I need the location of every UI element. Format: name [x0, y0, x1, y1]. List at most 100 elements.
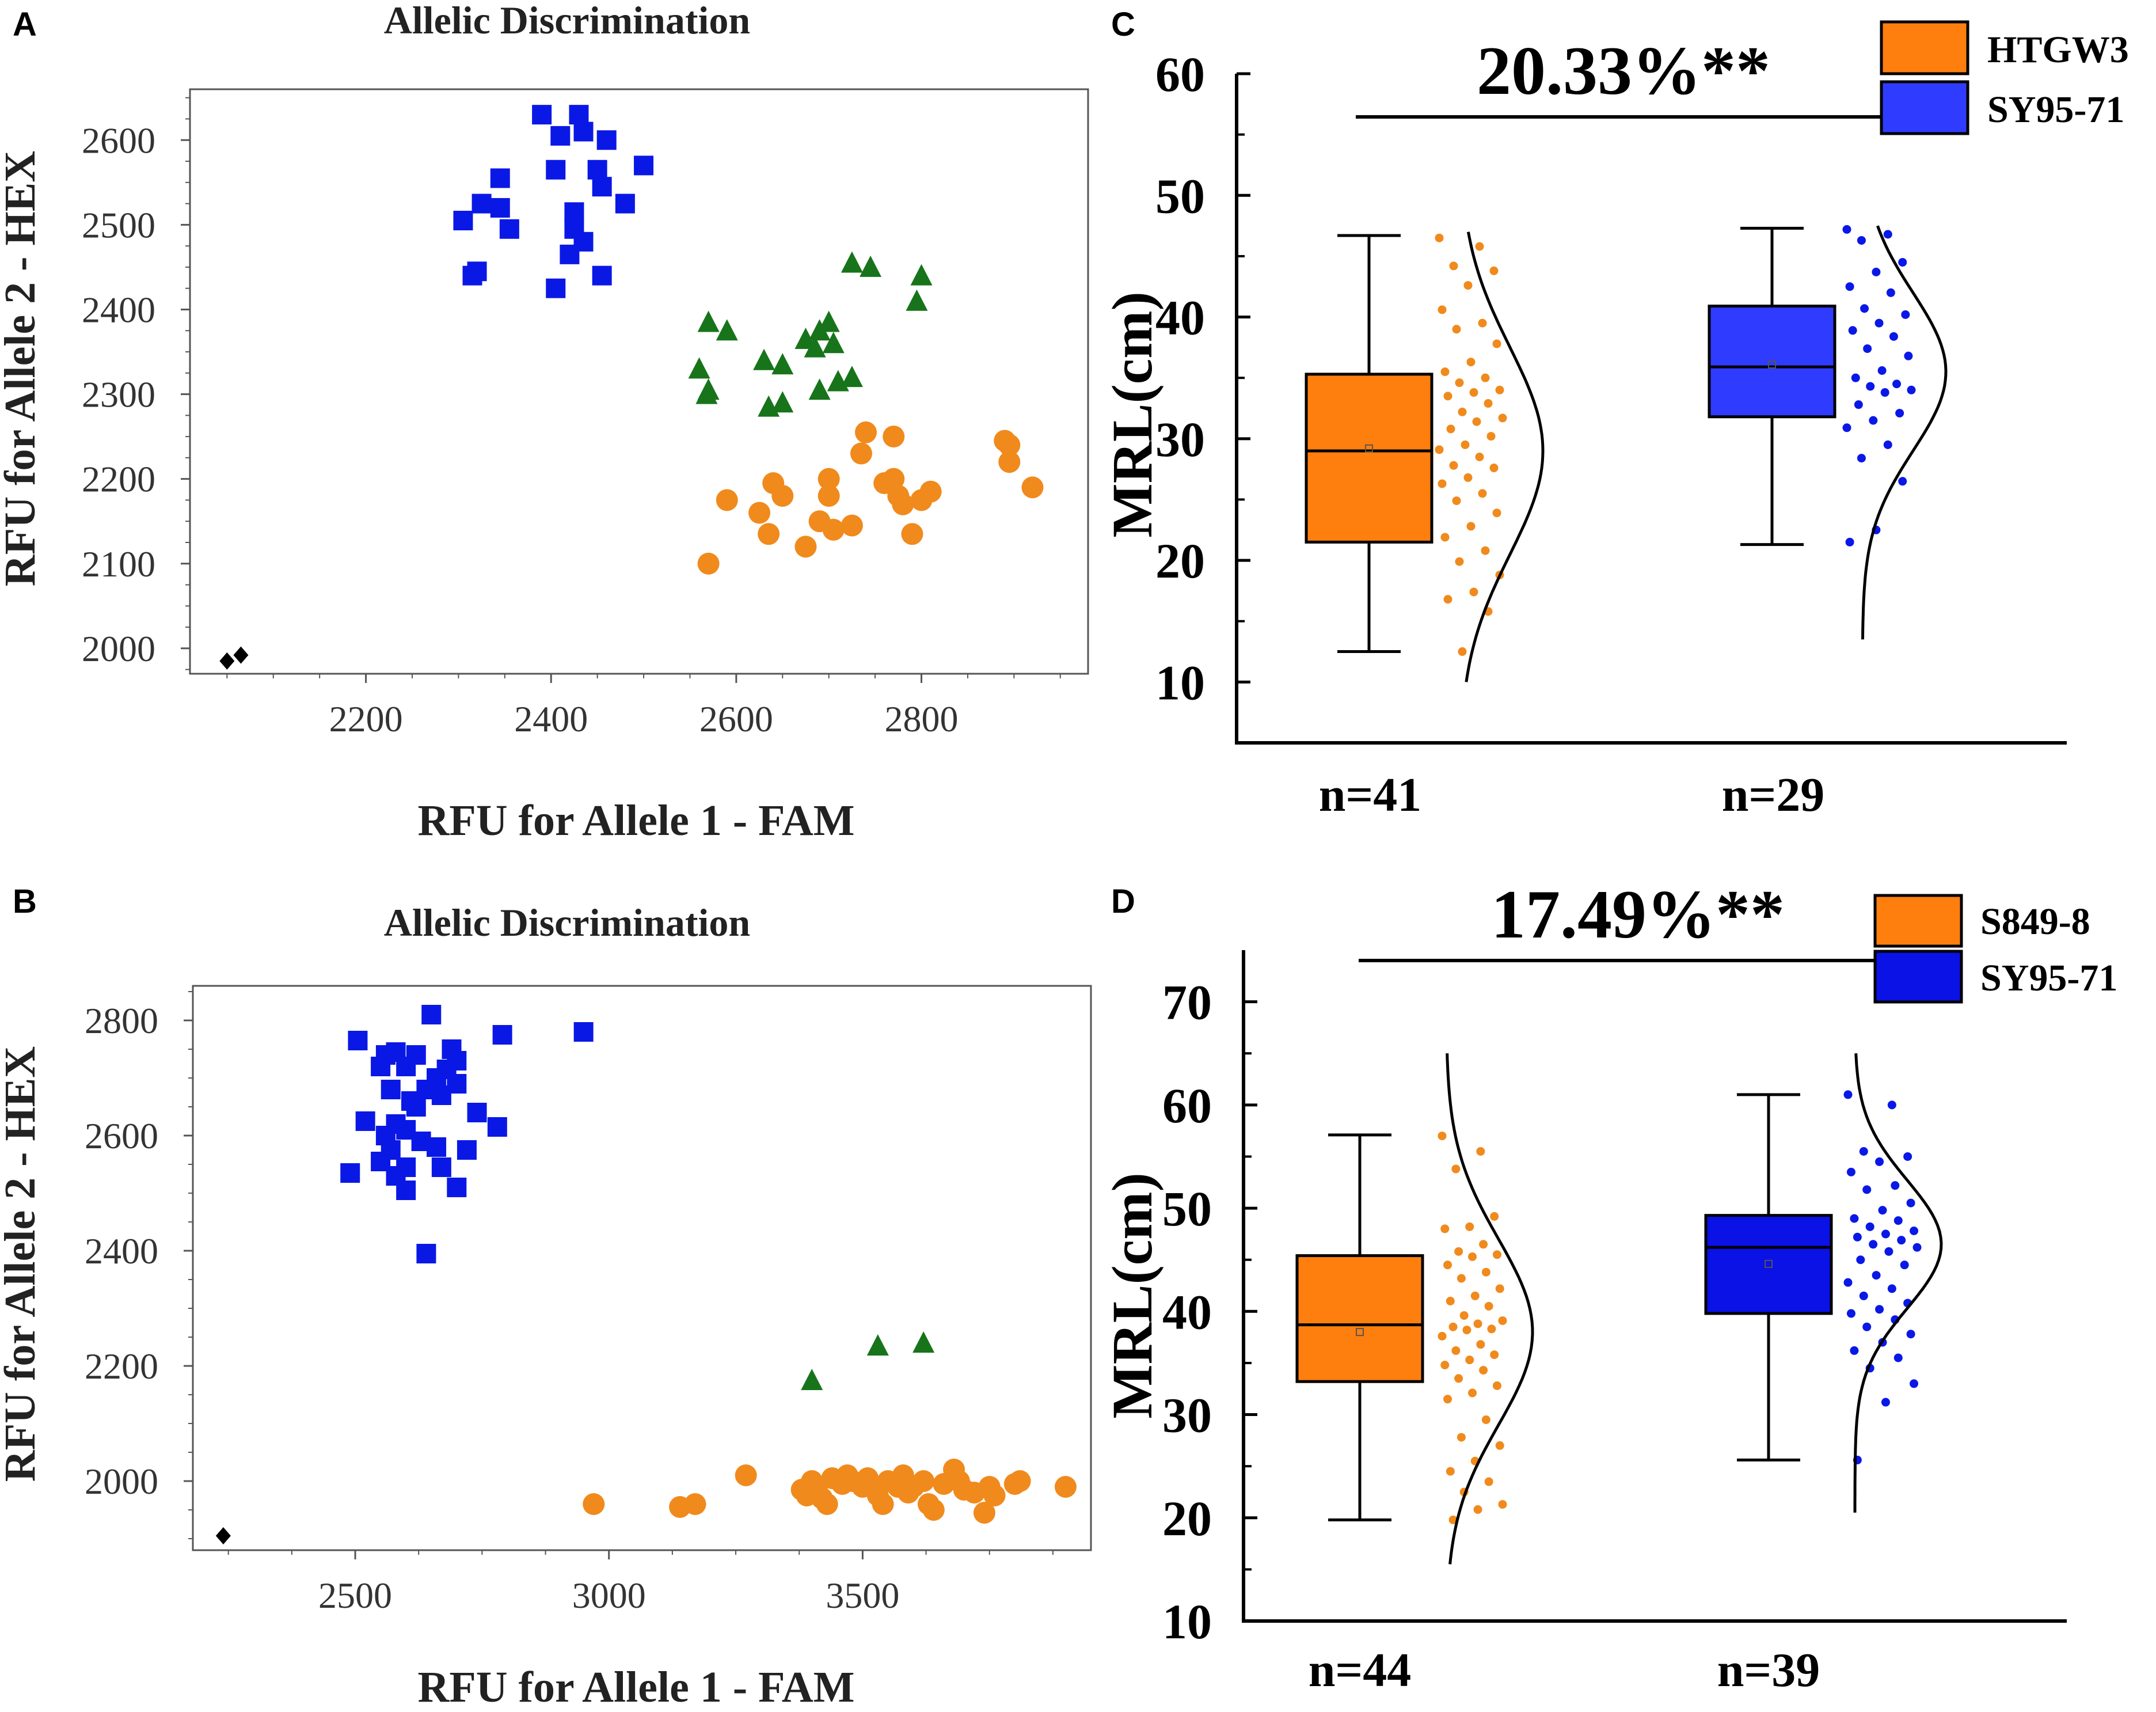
x-axis-label-b: RFU for Allele 1 - FAM — [417, 1663, 854, 1711]
data-dot-c-1-24 — [1883, 440, 1892, 449]
y-tick-label-a-0: 2000 — [82, 628, 155, 669]
data-dot-c-0-13 — [1495, 385, 1504, 394]
point-a-green-4 — [697, 378, 720, 400]
data-dot-d-0-8 — [1492, 1250, 1501, 1259]
mean-marker-d-1 — [1765, 1259, 1773, 1268]
data-dot-d-1-8 — [1906, 1198, 1915, 1208]
data-dot-c-0-37 — [1469, 587, 1478, 597]
y-tick-label-d-4: 50 — [1162, 1181, 1212, 1236]
data-dot-d-0-2 — [1451, 1164, 1461, 1174]
box-d-0 — [1295, 1254, 1424, 1383]
point-a-green-6 — [771, 353, 794, 375]
point-a-blue-4 — [596, 130, 617, 150]
y-tick-label-a-5: 2500 — [82, 204, 155, 245]
legend-swatch-c-0 — [1880, 20, 1969, 75]
data-dot-d-1-13 — [1910, 1227, 1919, 1236]
data-dot-c-1-4 — [1872, 267, 1881, 276]
point-a-blue-1 — [569, 105, 589, 125]
data-dot-d-0-6 — [1479, 1240, 1488, 1249]
data-dot-c-0-1 — [1475, 242, 1484, 251]
point-b-blue-3 — [348, 1031, 368, 1050]
data-dot-c-0-26 — [1489, 464, 1499, 473]
data-dot-d-1-11 — [1893, 1216, 1903, 1225]
boxplots-c: n=41 n=29 — [1305, 225, 1948, 822]
data-dot-c-1-23 — [1842, 423, 1851, 432]
data-dot-d-0-9 — [1468, 1252, 1477, 1261]
data-dot-c-0-29 — [1478, 489, 1487, 498]
data-dot-c-1-3 — [1898, 257, 1907, 267]
data-dot-c-0-24 — [1475, 453, 1484, 462]
data-dot-c-1-16 — [1892, 379, 1902, 389]
legend-c: HTGW3 SY95-71 — [1880, 20, 2129, 135]
data-dot-d-0-5 — [1440, 1224, 1450, 1233]
y-tick-label-b-0: 2000 — [85, 1461, 158, 1502]
data-dot-c-1-18 — [1907, 385, 1916, 394]
point-a-blue-6 — [490, 168, 510, 188]
x-tick-label-b-1: 3000 — [572, 1575, 646, 1616]
point-b-orange-37 — [1054, 1476, 1077, 1498]
point-b-orange-34 — [983, 1485, 1006, 1506]
point-b-orange-18 — [872, 1493, 894, 1515]
data-dot-c-1-26 — [1898, 477, 1907, 486]
data-dot-c-0-0 — [1435, 233, 1444, 242]
data-dot-d-1-30 — [1862, 1322, 1872, 1331]
data-dot-d-0-1 — [1476, 1147, 1485, 1156]
data-dot-d-1-18 — [1912, 1243, 1922, 1252]
data-dot-d-0-43 — [1448, 1515, 1458, 1524]
normal-curve-d-0 — [1446, 1053, 1534, 1565]
data-dot-d-1-3 — [1903, 1152, 1912, 1161]
point-a-blue-3 — [573, 122, 594, 142]
x-tick-label-b-2: 3500 — [826, 1575, 899, 1616]
data-dot-d-0-16 — [1484, 1301, 1493, 1311]
point-b-blue-14 — [381, 1080, 401, 1099]
data-dot-d-1-31 — [1906, 1330, 1915, 1339]
point-b-blue-31 — [431, 1157, 451, 1177]
point-b-black-0 — [215, 1527, 231, 1544]
axis-ticks-b: 2500 3000 3500 2000 2200 2400 2600 2800 — [85, 991, 1054, 1616]
x-tick-label-a-1: 2400 — [514, 699, 588, 739]
point-a-green-2 — [688, 357, 710, 379]
data-dot-c-0-9 — [1466, 358, 1476, 367]
box-c-0 — [1305, 373, 1433, 544]
y-tick-label-a-2: 2200 — [82, 459, 155, 500]
point-a-orange-15 — [883, 426, 905, 448]
data-points-b — [215, 1005, 1077, 1544]
data-dot-c-0-7 — [1452, 325, 1461, 334]
point-a-blue-10 — [615, 193, 635, 214]
point-a-orange-19 — [901, 523, 923, 545]
data-dot-c-0-10 — [1440, 367, 1450, 377]
data-dot-d-0-30 — [1454, 1374, 1463, 1383]
y-tick-label-d-2: 30 — [1162, 1388, 1212, 1443]
point-a-orange-6 — [794, 536, 817, 558]
data-dot-c-0-17 — [1458, 407, 1467, 416]
data-dot-d-1-4 — [1875, 1157, 1884, 1166]
point-a-orange-8 — [817, 485, 840, 507]
data-dot-d-1-1 — [1887, 1100, 1896, 1110]
point-b-orange-3 — [735, 1464, 757, 1486]
normal-curve-d-1 — [1853, 1053, 1943, 1513]
n-label-c-1: n=29 — [1722, 768, 1825, 822]
point-b-blue-36 — [416, 1244, 436, 1263]
data-dot-c-0-34 — [1481, 546, 1490, 555]
plot-frame-b — [192, 985, 1092, 1551]
y-tick-label-c-2: 30 — [1155, 412, 1205, 467]
point-a-orange-13 — [850, 442, 872, 465]
point-a-orange-2 — [748, 502, 771, 524]
panel-c: C 10 20 30 40 50 60 n=41 n=29 20.33%** MRL(cm)… — [1100, 6, 2129, 822]
data-dot-d-1-36 — [1910, 1379, 1919, 1388]
data-dot-c-1-15 — [1851, 373, 1860, 382]
data-dot-d-1-28 — [1846, 1309, 1855, 1318]
point-a-blue-20 — [592, 265, 612, 286]
x-axis-label-a: RFU for Allele 1 - FAM — [417, 796, 854, 845]
data-dot-c-0-23 — [1435, 445, 1444, 454]
x-tick-label-a-0: 2200 — [329, 699, 403, 739]
point-a-blue-9 — [592, 177, 612, 197]
data-dot-c-1-8 — [1901, 310, 1910, 319]
data-dot-c-1-21 — [1895, 408, 1904, 417]
data-dot-c-1-12 — [1863, 344, 1872, 353]
data-dot-d-0-32 — [1468, 1388, 1477, 1398]
n-label-c-0: n=41 — [1319, 768, 1422, 822]
y-tick-label-a-3: 2300 — [82, 374, 155, 415]
data-dot-c-0-20 — [1446, 424, 1455, 434]
chart-title-a: Allelic Discrimination — [384, 0, 750, 42]
